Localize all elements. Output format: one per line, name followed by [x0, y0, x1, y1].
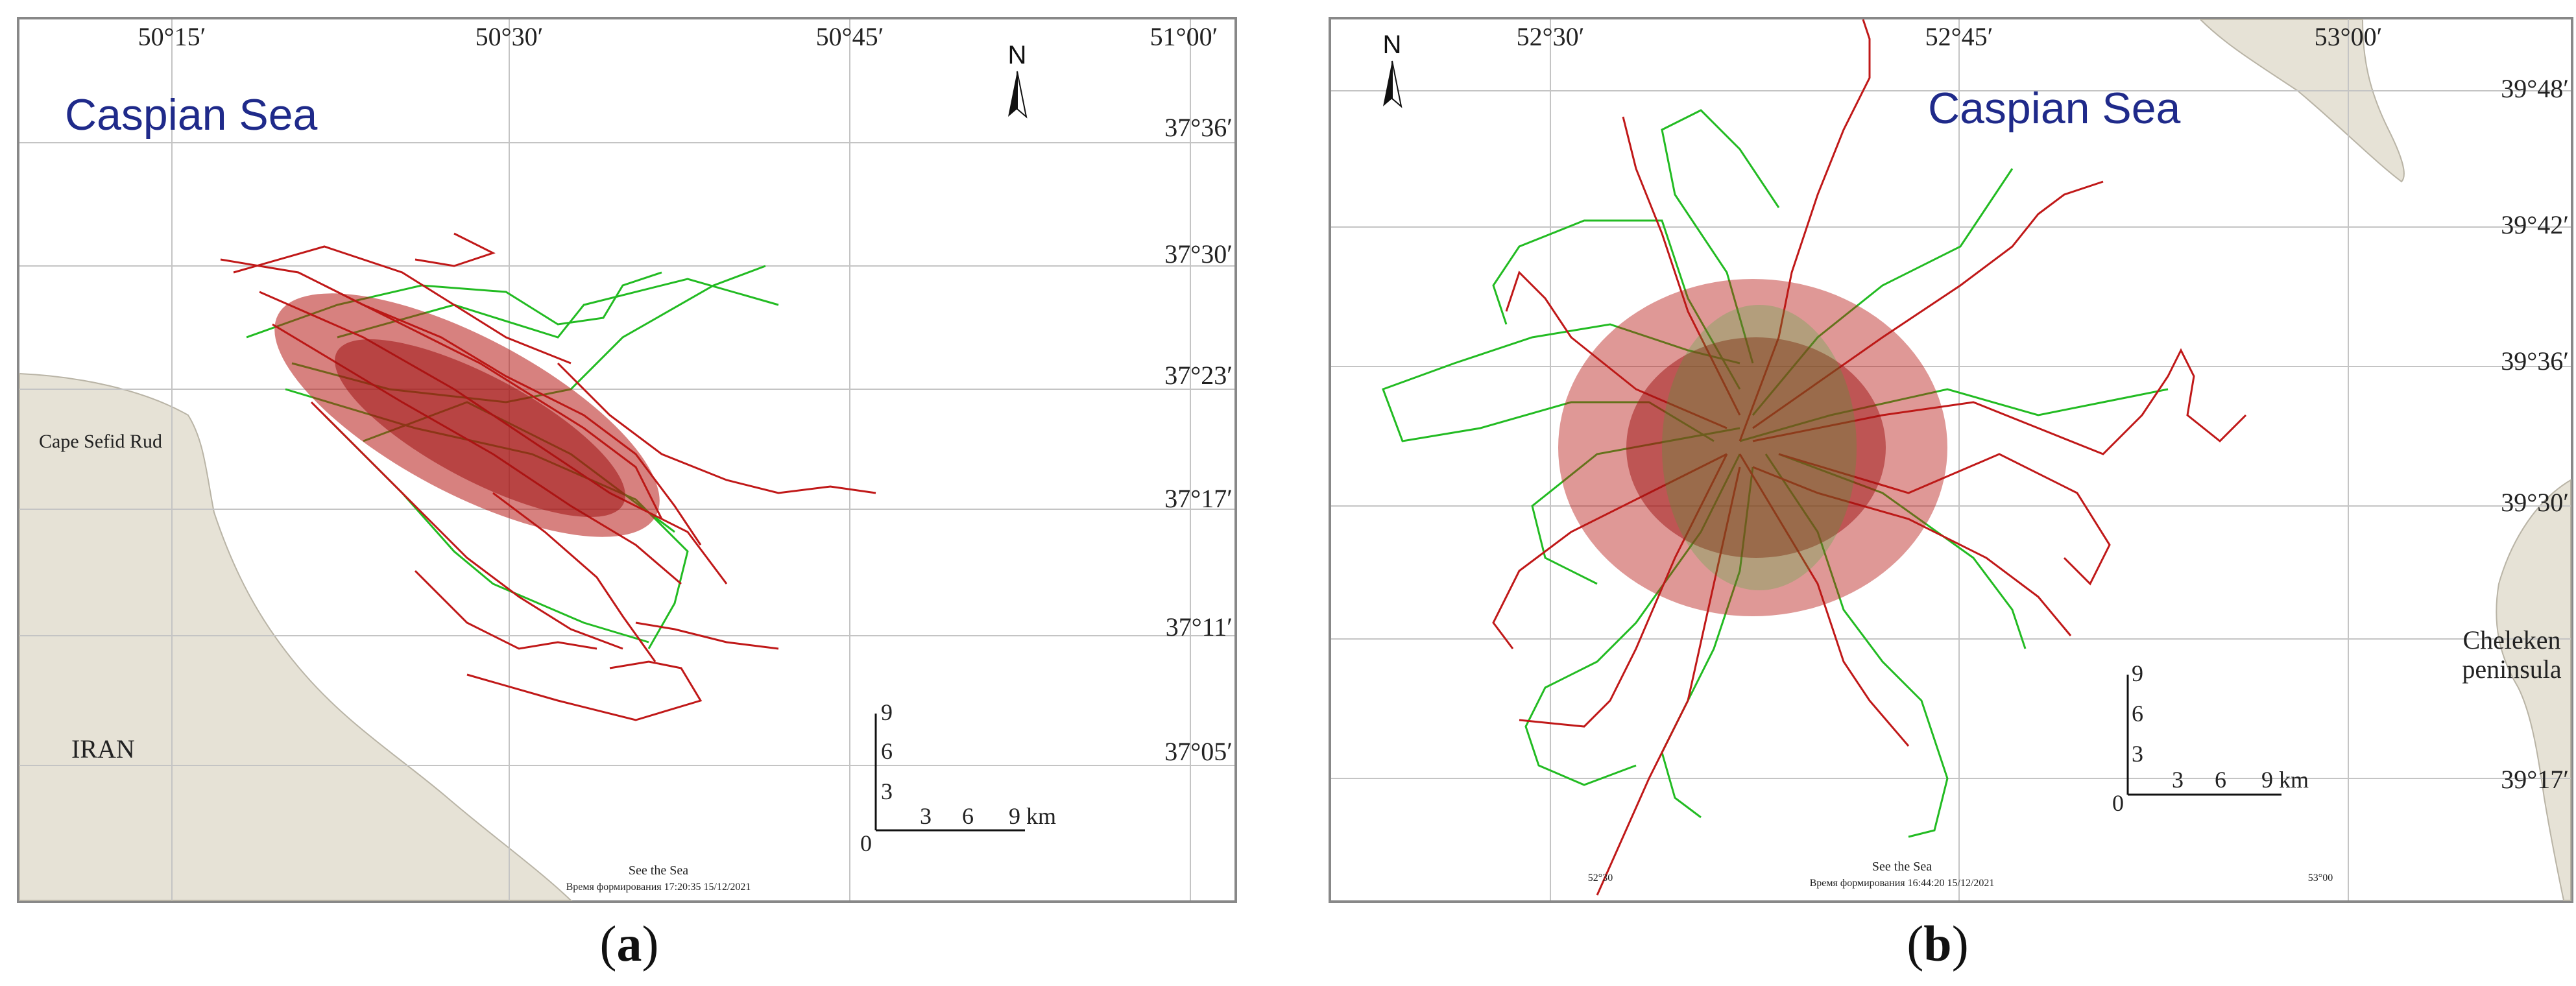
- north-arrow-icon: N: [1008, 41, 1028, 119]
- panel-a: 50°15′ 50°30′ 50°45′ 51°00′ 37°36′ 37°30…: [0, 0, 1249, 986]
- top-labels-b: 52°30′ 52°45′ 53°00′: [1517, 22, 2383, 51]
- lon-label: 52°45′: [1925, 22, 1993, 51]
- peninsula-label: peninsula: [2462, 655, 2562, 684]
- cape-label: Cape Sefid Rud: [39, 431, 162, 452]
- svg-text:N: N: [1383, 30, 1402, 59]
- track-density-core-b-green: [1662, 305, 1857, 590]
- land-sandbar: [2198, 19, 2405, 183]
- track-density-core-a-inner: [335, 339, 625, 517]
- country-label: IRAN: [71, 734, 135, 764]
- land-iran: [19, 372, 573, 901]
- track-density-core-b-inner: [1626, 337, 1886, 558]
- scale-y-tick: 6: [881, 738, 893, 764]
- lat-label: 39°30′: [2501, 488, 2569, 517]
- red-track: [414, 570, 597, 650]
- lat-label: 39°42′: [2501, 210, 2569, 239]
- scale-x-tick: 9 km: [1009, 803, 1056, 829]
- red-track: [1739, 19, 1871, 442]
- caption-a: (a): [599, 915, 659, 972]
- footer-line: See the Sea: [629, 863, 688, 878]
- footer-line: Время формирования 16:44:20 15/12/2021: [1810, 878, 1995, 889]
- caption-b: (b): [1907, 915, 1969, 972]
- scale-y-tick: 9: [881, 699, 893, 725]
- green-track: [337, 278, 779, 339]
- lon-label: 50°30′: [475, 22, 544, 51]
- right-labels-a: 37°36′ 37°30′ 37°23′ 37°17′ 37°11′ 37°05…: [1164, 113, 1233, 766]
- map-a: 50°15′ 50°30′ 50°45′ 51°00′ 37°36′ 37°30…: [17, 17, 1237, 903]
- green-track: [1382, 323, 1740, 442]
- lon-label: 51°00′: [1150, 22, 1218, 51]
- north-arrow-icon: N: [1383, 30, 1402, 108]
- small-lon-label: 52°30: [1588, 872, 1613, 884]
- green-track: [1661, 109, 1780, 364]
- red-track: [233, 245, 572, 365]
- lat-label: 39°17′: [2501, 765, 2569, 794]
- footer-line: Время формирования 17:20:35 15/12/2021: [566, 882, 751, 893]
- map-frame-b: [1329, 17, 2573, 903]
- red-track: [466, 660, 703, 721]
- red-track: [1596, 466, 1741, 896]
- red-track: [310, 401, 623, 650]
- panel-b: 52°30′ 52°45′ 53°00′ 39°48′ 39°42′ 39°36…: [1325, 0, 2573, 986]
- red-track: [1752, 180, 2104, 429]
- scale-y-tick: 9: [2132, 660, 2143, 686]
- red-track: [1622, 116, 1741, 416]
- map-b: 52°30′ 52°45′ 53°00′ 39°48′ 39°42′ 39°36…: [1329, 17, 2573, 903]
- green-track: [1764, 453, 1949, 838]
- red-track: [1778, 453, 2111, 586]
- lon-label: 50°45′: [816, 22, 884, 51]
- scale-y-tick: 3: [881, 778, 893, 804]
- scale-x-tick: 6: [2215, 767, 2226, 793]
- red-track: [1519, 453, 1728, 728]
- scale-y-tick: 6: [2132, 701, 2143, 727]
- top-labels-a: 50°15′ 50°30′ 50°45′ 51°00′: [138, 22, 1218, 51]
- scale-y-tick: 0: [2112, 790, 2124, 816]
- lat-label: 37°36′: [1164, 113, 1233, 142]
- green-track: [1524, 453, 1741, 786]
- grid-b: [1331, 19, 2571, 900]
- scale-x-tick: 6: [962, 803, 974, 829]
- peninsula-label: Cheleken: [2462, 625, 2560, 655]
- lat-label: 39°48′: [2501, 74, 2569, 103]
- scale-bar-a: 9 6 3 0 3 6 9 km: [860, 699, 1056, 856]
- lat-label: 37°30′: [1164, 239, 1233, 269]
- red-track: [1752, 348, 2247, 455]
- tracks-b: [1382, 19, 2247, 896]
- scale-y-tick: 3: [2132, 741, 2143, 767]
- lon-label: 52°30′: [1517, 22, 1585, 51]
- red-track: [557, 362, 876, 494]
- scale-x-tick: 3: [2172, 767, 2184, 793]
- footer-line: See the Sea: [1872, 860, 1932, 874]
- red-track: [415, 232, 496, 267]
- right-labels-b: 39°48′ 39°42′ 39°36′ 39°30′ 39°17′: [2501, 74, 2569, 794]
- small-lon-label: 53°00: [2308, 872, 2333, 884]
- lat-label: 37°05′: [1164, 737, 1233, 766]
- lat-label: 37°23′: [1164, 361, 1233, 390]
- lat-label: 37°17′: [1164, 484, 1233, 513]
- lon-label: 53°00′: [2315, 22, 2383, 51]
- lat-label: 37°11′: [1166, 612, 1233, 642]
- red-track: [635, 621, 779, 650]
- svg-text:N: N: [1008, 41, 1027, 69]
- scale-x-tick: 3: [920, 803, 932, 829]
- scale-y-tick: 0: [860, 830, 872, 856]
- scale-bar-b: 9 6 3 0 3 6 9 km: [2112, 660, 2309, 816]
- lat-label: 39°36′: [2501, 346, 2569, 376]
- lon-label: 50°15′: [138, 22, 206, 51]
- sea-label: Caspian Sea: [65, 90, 318, 139]
- scale-x-tick: 9 km: [2261, 767, 2309, 793]
- land-cheleken: [2496, 479, 2571, 901]
- sea-label: Caspian Sea: [1928, 84, 2181, 133]
- green-track: [1492, 219, 1741, 390]
